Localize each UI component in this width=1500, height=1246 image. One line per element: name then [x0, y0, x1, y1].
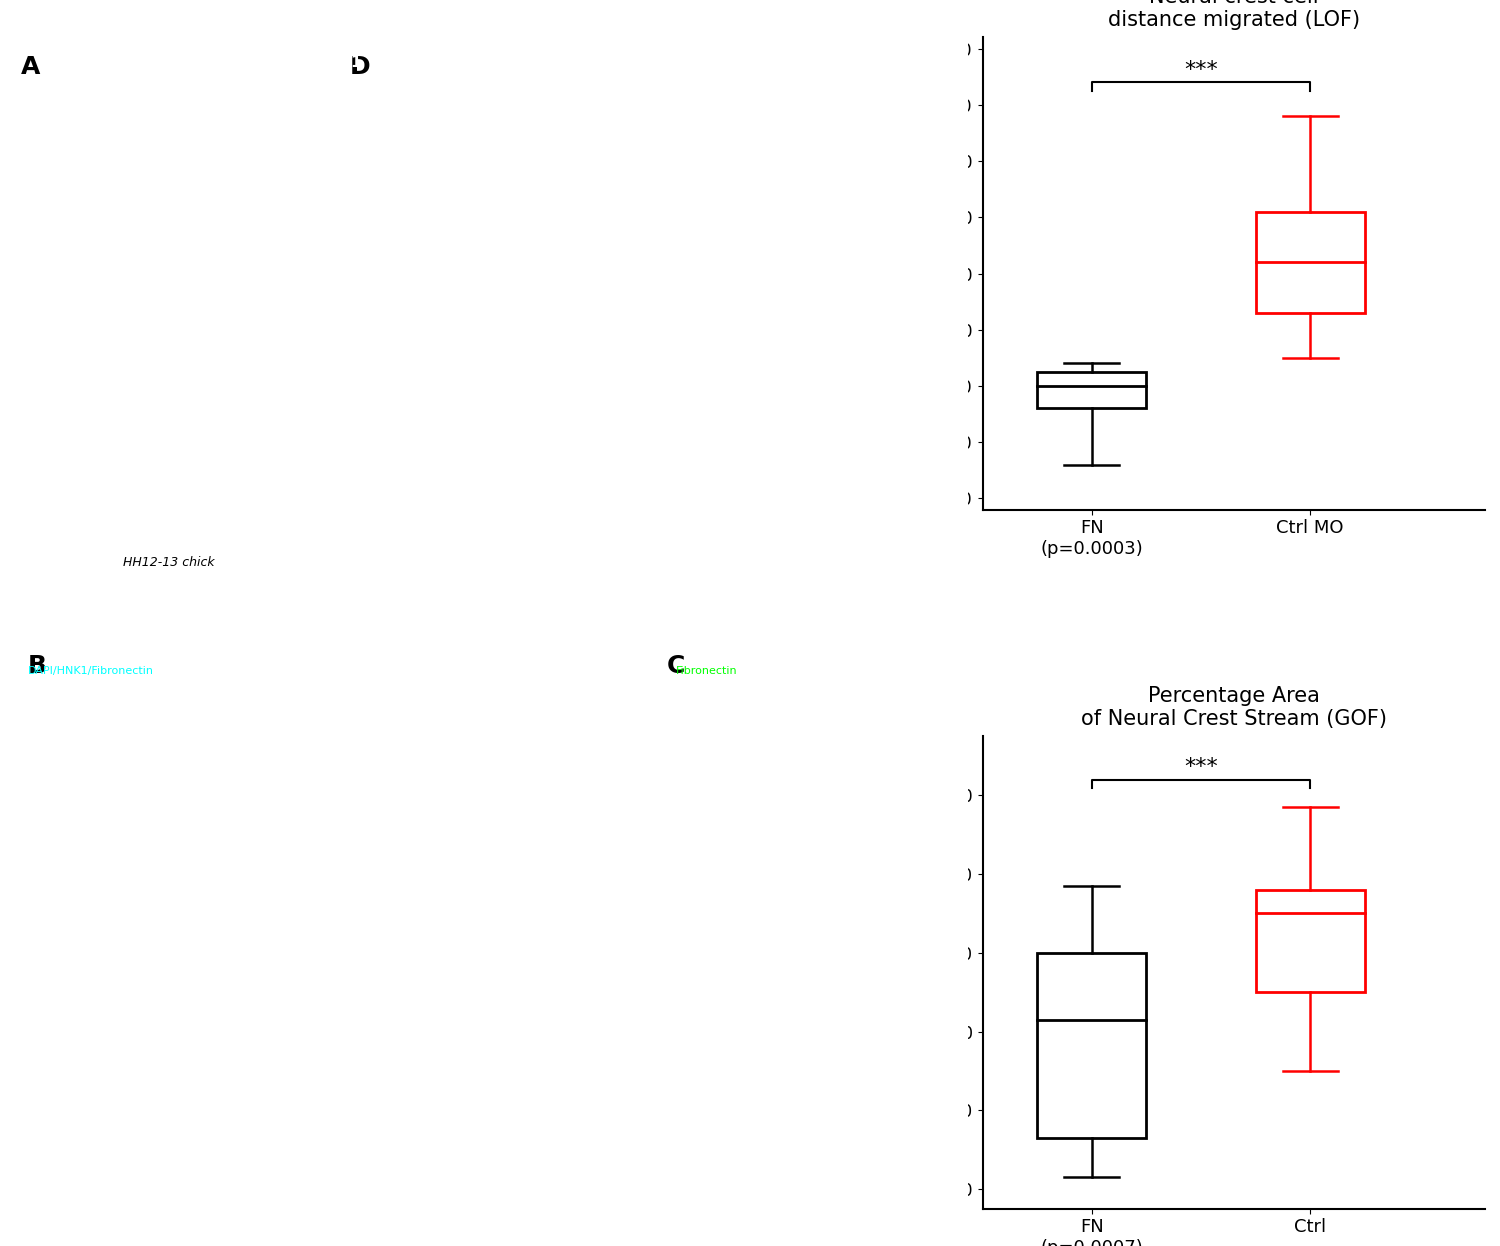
FancyBboxPatch shape	[1256, 212, 1365, 313]
Text: 1: 1	[350, 55, 360, 70]
FancyBboxPatch shape	[1256, 890, 1365, 992]
Text: 2: 2	[350, 340, 361, 355]
Text: F: F	[871, 665, 889, 689]
Text: A: A	[21, 55, 40, 78]
FancyBboxPatch shape	[1036, 953, 1146, 1138]
Text: ***: ***	[1184, 60, 1218, 80]
Text: punctate: punctate	[432, 567, 488, 581]
Text: D: D	[350, 55, 370, 78]
Text: DAPI/HNK1/Fibronectin: DAPI/HNK1/Fibronectin	[27, 665, 153, 675]
Text: *: *	[710, 171, 722, 191]
FancyBboxPatch shape	[1036, 373, 1146, 409]
Text: ***: ***	[1184, 758, 1218, 778]
Text: fibers: fibers	[684, 294, 720, 308]
Text: C: C	[666, 654, 686, 678]
Text: Fibronectin: Fibronectin	[675, 665, 736, 675]
Text: HH12-13 chick: HH12-13 chick	[123, 556, 214, 568]
Title: Neural crest cell
distance migrated (LOF): Neural crest cell distance migrated (LOF…	[1107, 0, 1360, 30]
Title: Percentage Area
of Neural Crest Stream (GOF): Percentage Area of Neural Crest Stream (…	[1080, 687, 1386, 729]
Text: B: B	[27, 654, 46, 678]
